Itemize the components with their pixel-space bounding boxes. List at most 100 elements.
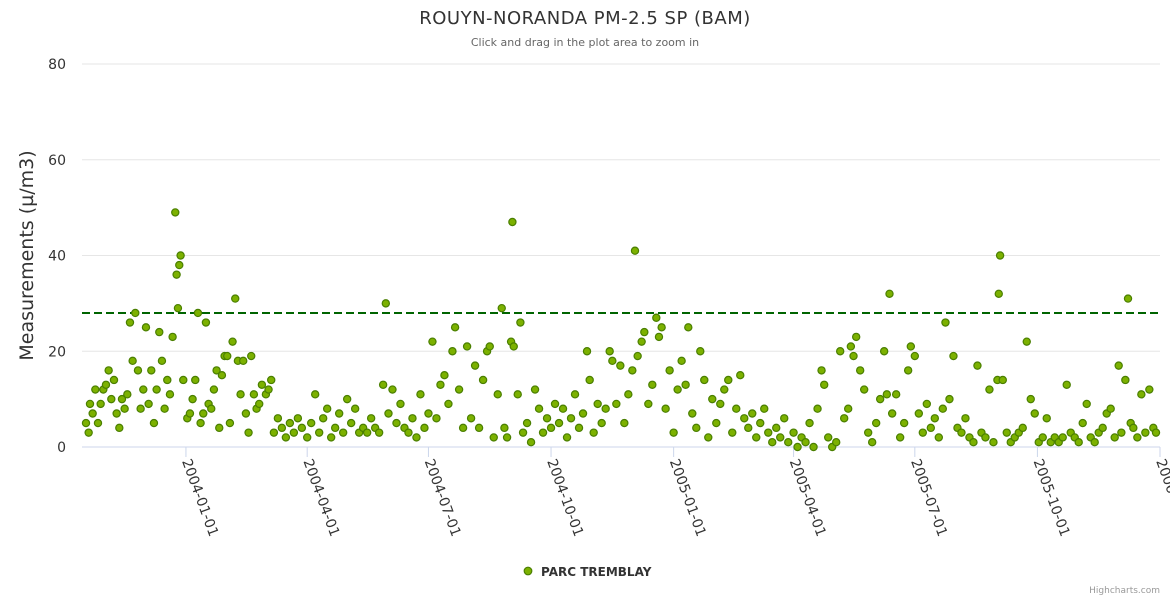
data-point[interactable]	[497, 303, 506, 313]
data-point[interactable]	[416, 390, 425, 399]
data-point[interactable]	[882, 390, 892, 399]
data-point[interactable]	[673, 385, 682, 394]
data-point[interactable]	[605, 347, 614, 356]
data-point[interactable]	[239, 356, 248, 366]
data-point[interactable]	[176, 251, 185, 260]
data-point[interactable]	[139, 385, 148, 394]
data-point[interactable]	[989, 438, 998, 447]
data-point[interactable]	[217, 370, 227, 380]
data-point[interactable]	[1002, 428, 1011, 437]
data-point[interactable]	[247, 351, 256, 361]
data-point[interactable]	[157, 356, 167, 366]
data-point[interactable]	[756, 418, 765, 428]
data-point[interactable]	[637, 337, 646, 346]
data-point[interactable]	[839, 414, 849, 423]
data-point[interactable]	[867, 438, 877, 447]
data-point[interactable]	[809, 442, 818, 452]
data-point[interactable]	[1078, 418, 1087, 428]
data-point[interactable]	[81, 418, 91, 428]
data-point[interactable]	[115, 423, 124, 433]
data-point[interactable]	[85, 399, 95, 409]
data-point[interactable]	[926, 423, 936, 433]
data-point[interactable]	[120, 404, 129, 413]
data-point[interactable]	[91, 385, 100, 394]
data-point[interactable]	[585, 375, 594, 385]
data-point[interactable]	[338, 428, 348, 437]
data-point[interactable]	[285, 418, 295, 428]
data-point[interactable]	[470, 361, 480, 370]
data-point[interactable]	[404, 428, 413, 437]
data-point[interactable]	[136, 404, 145, 413]
data-point[interactable]	[648, 380, 657, 389]
data-point[interactable]	[789, 428, 798, 437]
data-point[interactable]	[657, 323, 666, 332]
data-point[interactable]	[513, 390, 522, 399]
data-point[interactable]	[805, 418, 814, 428]
data-point[interactable]	[330, 423, 340, 433]
data-point[interactable]	[378, 380, 388, 389]
data-point[interactable]	[597, 418, 606, 428]
data-point[interactable]	[314, 428, 324, 437]
data-point[interactable]	[424, 409, 433, 418]
data-point[interactable]	[879, 347, 889, 356]
data-point[interactable]	[910, 351, 920, 361]
data-point[interactable]	[1137, 390, 1146, 399]
data-point[interactable]	[628, 366, 637, 375]
data-point[interactable]	[1098, 423, 1107, 433]
credits-link[interactable]: Highcharts.com	[1089, 586, 1160, 596]
data-point[interactable]	[342, 394, 352, 404]
data-point[interactable]	[201, 318, 211, 327]
data-point[interactable]	[462, 342, 472, 351]
data-point[interactable]	[899, 418, 909, 428]
data-point[interactable]	[1141, 428, 1150, 437]
data-point[interactable]	[458, 423, 468, 433]
data-point[interactable]	[199, 409, 208, 418]
data-point[interactable]	[768, 438, 777, 447]
data-point[interactable]	[191, 375, 200, 385]
data-point[interactable]	[1042, 414, 1051, 423]
data-point[interactable]	[149, 418, 159, 428]
data-point[interactable]	[88, 409, 97, 418]
data-point[interactable]	[859, 385, 869, 394]
data-point[interactable]	[502, 433, 512, 442]
data-point[interactable]	[1022, 337, 1031, 346]
data-point[interactable]	[1110, 433, 1119, 442]
data-point[interactable]	[117, 394, 127, 404]
data-point[interactable]	[832, 438, 841, 447]
data-point[interactable]	[1129, 423, 1138, 433]
data-point[interactable]	[493, 390, 502, 399]
data-point[interactable]	[509, 342, 518, 351]
data-point[interactable]	[1106, 404, 1115, 413]
data-point[interactable]	[374, 428, 384, 437]
data-point[interactable]	[144, 399, 153, 409]
data-point[interactable]	[922, 399, 932, 409]
data-point[interactable]	[616, 361, 625, 370]
data-point[interactable]	[530, 385, 540, 394]
data-point[interactable]	[630, 246, 640, 255]
data-point[interactable]	[362, 428, 372, 437]
data-point[interactable]	[215, 423, 224, 433]
data-point[interactable]	[432, 414, 441, 423]
data-point[interactable]	[384, 409, 393, 418]
data-point[interactable]	[526, 438, 536, 447]
data-point[interactable]	[101, 380, 111, 389]
data-point[interactable]	[582, 347, 592, 356]
data-point[interactable]	[1151, 428, 1161, 437]
data-point[interactable]	[241, 409, 251, 418]
data-point[interactable]	[534, 404, 544, 413]
data-point[interactable]	[981, 433, 990, 442]
data-point[interactable]	[440, 370, 449, 380]
data-point[interactable]	[732, 404, 741, 413]
data-point[interactable]	[724, 375, 733, 385]
data-point[interactable]	[957, 428, 966, 437]
data-point[interactable]	[93, 418, 103, 428]
data-point[interactable]	[141, 323, 151, 332]
data-point[interactable]	[554, 418, 564, 428]
data-point[interactable]	[593, 399, 602, 409]
data-point[interactable]	[104, 366, 113, 375]
data-point[interactable]	[1117, 428, 1126, 437]
data-point[interactable]	[945, 394, 954, 404]
data-point[interactable]	[538, 428, 548, 437]
data-point[interactable]	[163, 375, 172, 385]
data-point[interactable]	[566, 414, 576, 423]
